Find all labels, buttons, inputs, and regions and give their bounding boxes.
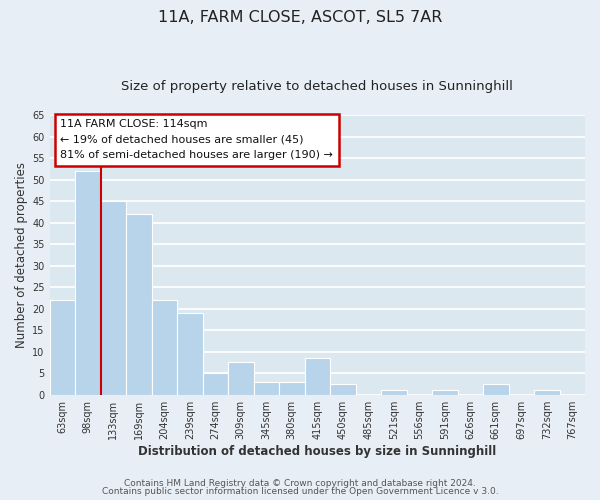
- Bar: [152, 300, 177, 394]
- Bar: [228, 362, 254, 394]
- Bar: [305, 358, 330, 395]
- Bar: [254, 382, 279, 394]
- Bar: [177, 313, 203, 394]
- Bar: [101, 201, 126, 394]
- Text: 11A FARM CLOSE: 114sqm
← 19% of detached houses are smaller (45)
81% of semi-det: 11A FARM CLOSE: 114sqm ← 19% of detached…: [60, 119, 333, 160]
- Bar: [534, 390, 560, 394]
- Text: 11A, FARM CLOSE, ASCOT, SL5 7AR: 11A, FARM CLOSE, ASCOT, SL5 7AR: [158, 10, 442, 25]
- Bar: [432, 390, 458, 394]
- X-axis label: Distribution of detached houses by size in Sunninghill: Distribution of detached houses by size …: [138, 444, 496, 458]
- Bar: [330, 384, 356, 394]
- Bar: [279, 382, 305, 394]
- Bar: [126, 214, 152, 394]
- Bar: [50, 300, 75, 394]
- Bar: [75, 171, 101, 394]
- Bar: [203, 373, 228, 394]
- Bar: [483, 384, 509, 394]
- Title: Size of property relative to detached houses in Sunninghill: Size of property relative to detached ho…: [121, 80, 513, 93]
- Text: Contains HM Land Registry data © Crown copyright and database right 2024.: Contains HM Land Registry data © Crown c…: [124, 478, 476, 488]
- Text: Contains public sector information licensed under the Open Government Licence v : Contains public sector information licen…: [101, 487, 499, 496]
- Y-axis label: Number of detached properties: Number of detached properties: [15, 162, 28, 348]
- Bar: [381, 390, 407, 394]
